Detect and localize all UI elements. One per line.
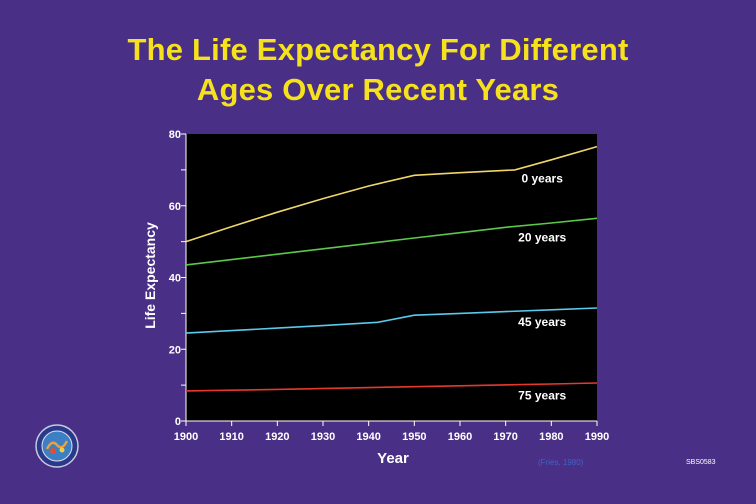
y-tick-label: 20 — [169, 344, 181, 356]
series-label: 20 years — [518, 231, 566, 245]
series-line-20-years — [185, 217, 598, 266]
x-axis-title: Year — [377, 450, 409, 467]
y-tick-label: 0 — [175, 416, 181, 428]
agency-seal-icon — [35, 424, 79, 468]
series-line-45-years — [185, 307, 598, 334]
plot-area — [186, 134, 597, 421]
x-tick-label: 1990 — [585, 431, 609, 443]
y-tick-label: 40 — [169, 273, 181, 285]
x-tick-label: 1980 — [539, 431, 563, 443]
series-label: 0 years — [522, 171, 564, 185]
series-line-75-years — [185, 382, 598, 392]
chart-title: The Life Expectancy For Different Ages O… — [0, 30, 756, 110]
x-tick-label: 1950 — [402, 431, 426, 443]
x-tick-label: 1900 — [174, 431, 198, 443]
x-tick-label: 1940 — [356, 431, 380, 443]
series-label: 45 years — [518, 315, 566, 329]
x-tick-label: 1960 — [448, 431, 472, 443]
title-line-1: The Life Expectancy For Different — [127, 32, 629, 67]
y-tick-label: 60 — [169, 201, 181, 213]
x-tick-label: 1970 — [493, 431, 517, 443]
y-tick-label: 80 — [169, 129, 181, 141]
slide-code: SBS0583 — [686, 459, 716, 466]
x-tick-label: 1920 — [265, 431, 289, 443]
series-line-0-years — [185, 145, 598, 243]
x-tick-label: 1930 — [311, 431, 335, 443]
x-tick-label: 1910 — [219, 431, 243, 443]
title-line-2: Ages Over Recent Years — [196, 72, 560, 107]
y-axis-title: Life Expectancy — [142, 222, 158, 329]
source-citation: (Fries, 1980) — [538, 458, 584, 467]
series-label: 75 years — [518, 388, 566, 402]
